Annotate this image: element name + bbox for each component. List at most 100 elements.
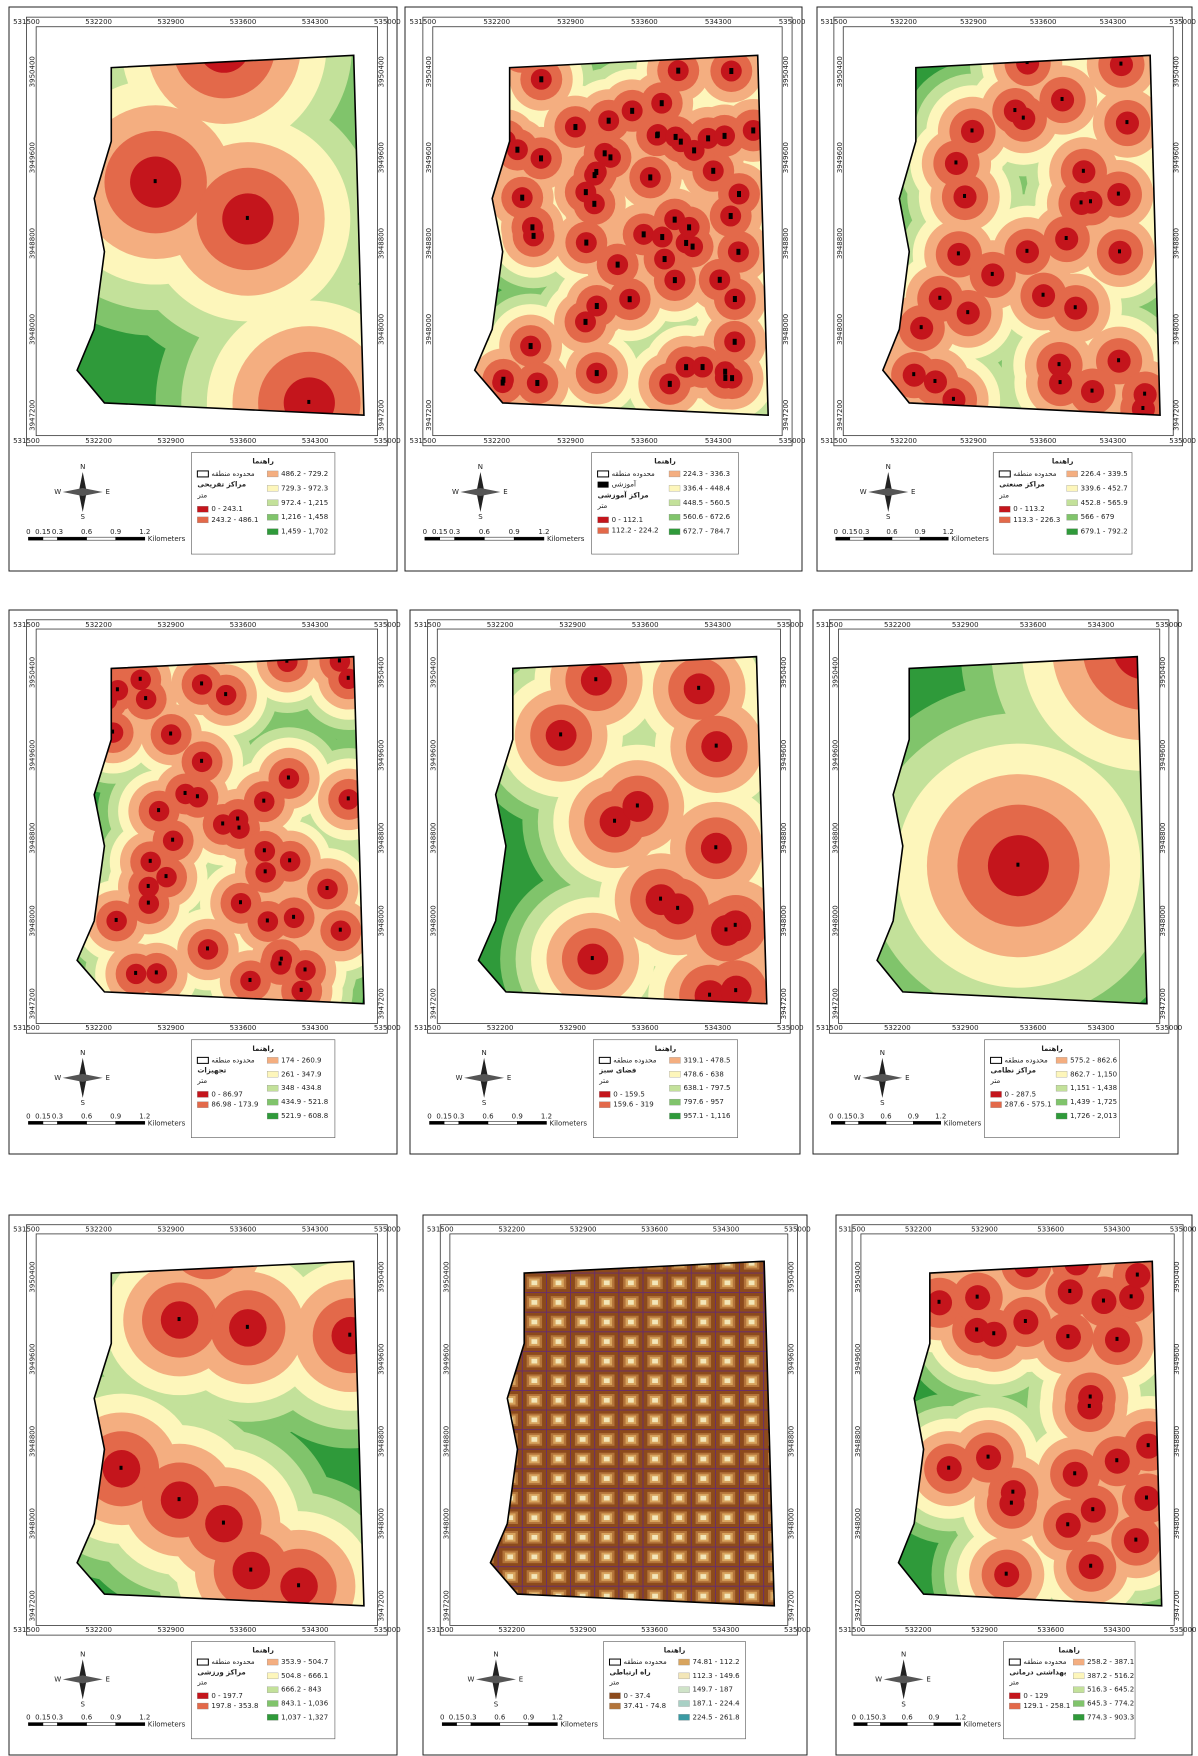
scale-label: 0: [834, 528, 838, 536]
facility: [205, 946, 209, 951]
legend-swatch: [197, 1091, 209, 1098]
legend-title: راهنما: [654, 458, 675, 466]
facility: [501, 376, 506, 383]
distance-band: [531, 1495, 538, 1501]
scale-label: 1.2: [139, 528, 150, 536]
north-arrow: [62, 488, 103, 497]
facility: [737, 191, 742, 198]
legend-swatch: [196, 1056, 209, 1064]
map-panel: 531500 531500 532200 532200 532900 532900 5336…: [8, 1214, 401, 1756]
legend-label: 797.6 - 957: [683, 1098, 723, 1106]
facility: [1060, 96, 1064, 101]
scale-label: 1.2: [139, 1112, 150, 1120]
y-coordinate: 3949600: [854, 1344, 862, 1375]
scale-label: 0: [26, 1112, 30, 1120]
x-coordinate: 532200: [487, 1024, 514, 1032]
y-coordinate: 3950400: [377, 56, 385, 87]
distance-band: [652, 1515, 658, 1521]
facility: [515, 146, 520, 153]
facility: [1134, 1537, 1138, 1542]
facility: [583, 189, 588, 196]
legend-swatch: [668, 470, 681, 478]
facility: [539, 155, 544, 162]
scale-bar: [880, 1722, 908, 1726]
x-coordinate: 532200: [905, 1226, 932, 1234]
scale-label: 0.3: [875, 1714, 886, 1722]
y-coordinate: 3949600: [28, 740, 36, 771]
x-coordinate: 535000: [784, 1226, 811, 1234]
road: [763, 1429, 775, 1450]
x-coordinate: 532200: [85, 1626, 112, 1634]
legend-unit: متر: [196, 1679, 207, 1687]
scale-label: 0.9: [110, 1714, 121, 1722]
legend-label: 129.1 - 258.1: [1023, 1702, 1070, 1710]
distance-band: [507, 1574, 514, 1579]
road: [763, 1331, 775, 1352]
legend-swatch: [599, 1101, 611, 1108]
facility: [627, 296, 632, 303]
distance-band: [603, 1515, 610, 1521]
facility: [919, 325, 923, 330]
distance-band: [555, 1495, 562, 1501]
scale-unit: Kilometers: [964, 1721, 1002, 1729]
facility: [237, 825, 241, 830]
x-coordinate: 534300: [302, 437, 329, 445]
distance-band: [724, 1319, 731, 1325]
legend-layer: مراکز ورزشی: [197, 1668, 245, 1676]
scale-label: 0.15: [837, 1112, 853, 1120]
scale-bar: [528, 1722, 558, 1726]
scale-label: 0: [829, 1112, 833, 1120]
distance-band: [531, 1300, 538, 1305]
x-coordinate: 532200: [85, 621, 112, 629]
legend-label: 353.9 - 504.7: [281, 1658, 328, 1666]
y-coordinate: 3948800: [787, 1426, 795, 1457]
x-coordinate: 532900: [971, 1626, 998, 1634]
facility: [1146, 1443, 1150, 1448]
north-arrow: [868, 488, 909, 497]
y-coordinate: 3948800: [831, 822, 839, 853]
distance-band: [579, 1554, 586, 1560]
legend-label: 957.1 - 1,116: [683, 1112, 731, 1120]
scale-label: 0.3: [453, 1112, 464, 1120]
legend-label: 336.4 - 448.4: [683, 484, 731, 492]
x-coordinate: 533600: [632, 1024, 659, 1032]
legend-title: راهنما: [664, 1647, 685, 1655]
distance-band: [748, 1437, 755, 1442]
distance-band: [724, 1495, 731, 1501]
y-coordinate: 3948000: [28, 314, 36, 345]
distance-band: [628, 1339, 634, 1344]
scale-bar: [513, 536, 545, 541]
y-coordinate: 3948000: [442, 1508, 450, 1539]
distance-band: [652, 1554, 658, 1560]
y-coordinate: 3950400: [442, 1261, 450, 1292]
legend-swatch: [668, 485, 681, 492]
distance-band: [531, 1397, 538, 1403]
distance-band: [555, 1554, 562, 1560]
y-coordinate: 3948000: [1159, 905, 1167, 936]
y-coordinate: 3947200: [854, 1590, 862, 1621]
x-coordinate: 531500: [414, 621, 441, 629]
legend-label: 0 - 197.7: [211, 1692, 242, 1700]
facility: [938, 295, 942, 300]
scale-label: 0.6: [902, 1714, 914, 1722]
distance-band: [700, 1319, 707, 1325]
facility: [1011, 1489, 1015, 1494]
distance-band: [603, 1476, 610, 1481]
facility: [697, 685, 701, 690]
distance-band: [700, 1417, 707, 1423]
legend-swatch: [1008, 1658, 1021, 1666]
facility: [1088, 1394, 1092, 1399]
facility: [659, 896, 663, 901]
scale-bar: [57, 1722, 87, 1726]
district-boundary: [76, 54, 365, 417]
distance-band: [1052, 656, 1147, 741]
facility: [1004, 1571, 1008, 1576]
distance-band: [748, 1574, 755, 1579]
x-coordinate: 532200: [884, 621, 911, 629]
compass-label: N: [80, 463, 85, 471]
legend-label: آموزشی: [612, 480, 637, 489]
legend-label: 86.98 - 173.9: [211, 1101, 258, 1109]
y-coordinate: 3950400: [831, 657, 839, 688]
scale-label: 0.3: [465, 1714, 476, 1722]
legend-label: 972.4 - 1,215: [281, 499, 328, 507]
